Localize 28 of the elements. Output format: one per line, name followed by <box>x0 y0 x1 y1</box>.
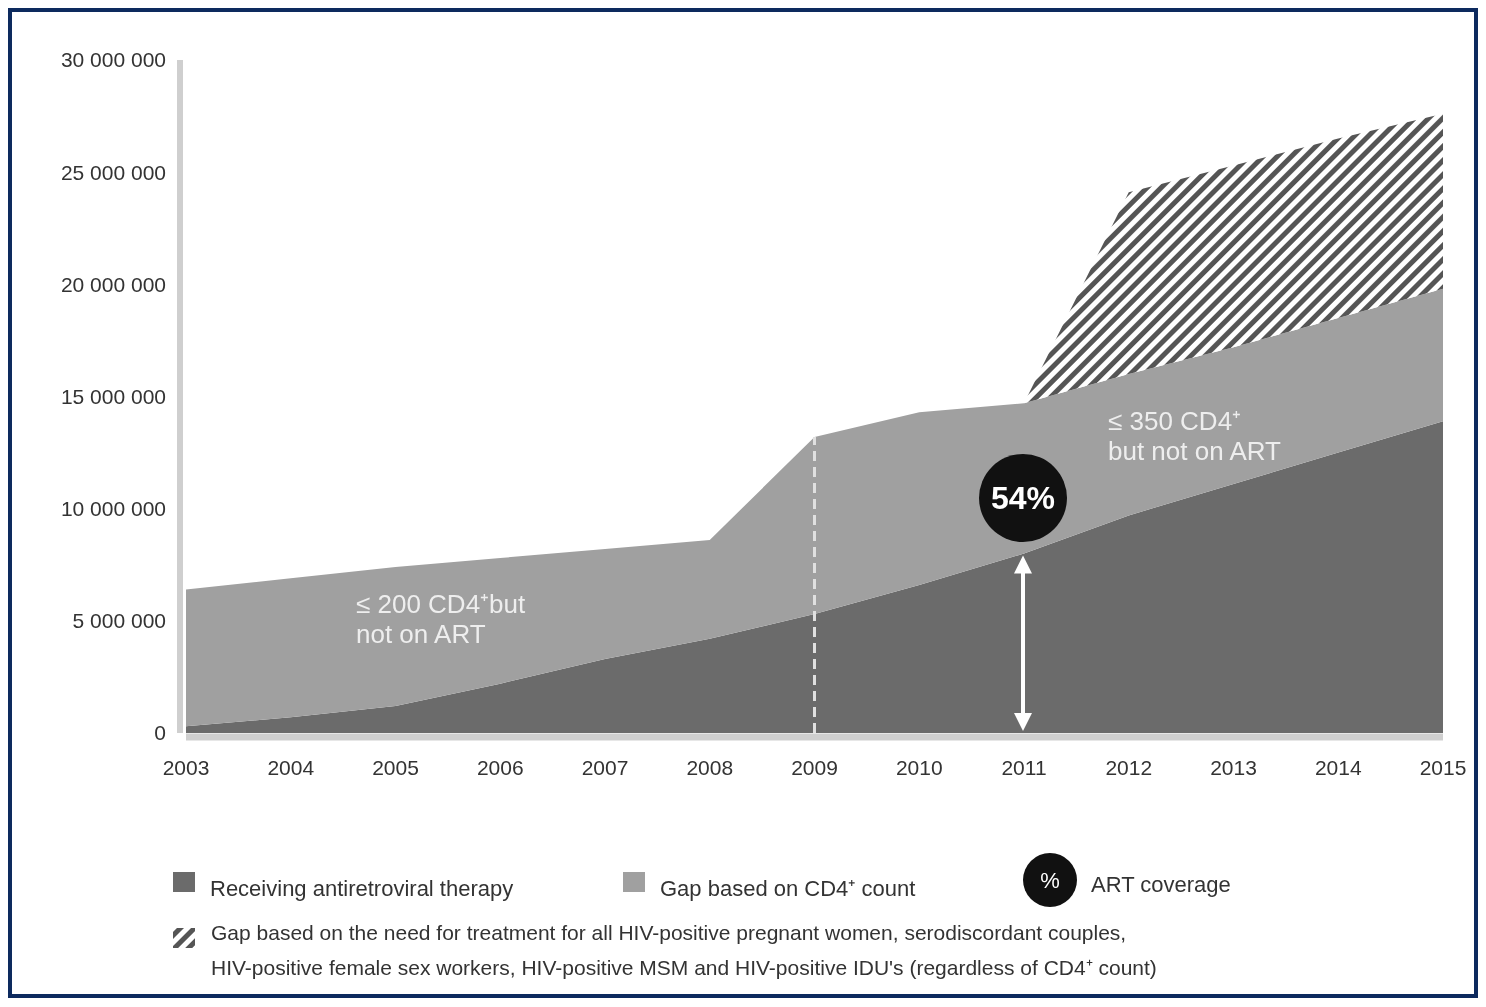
y-tick-label: 5 000 000 <box>72 609 166 633</box>
legend-label: Receiving antiretroviral therapy <box>210 875 514 901</box>
y-tick-label: 30 000 000 <box>60 48 166 72</box>
x-tick-label: 2010 <box>895 756 943 779</box>
y-tick-label: 10 000 000 <box>60 497 166 521</box>
y-tick-label: 0 <box>154 721 166 745</box>
x-tick-label: 2006 <box>476 756 524 779</box>
annotation: 54% <box>990 480 1056 517</box>
text: % <box>1040 867 1060 893</box>
annotation: ≤ 350 CD4⁺ but not on ART <box>1108 406 1282 466</box>
legend-label: Gap based on CD4⁺ count <box>660 875 916 901</box>
x-tick-label: 2012 <box>1105 756 1153 779</box>
x-tick-label: 2004 <box>267 756 315 779</box>
annotation: ≤ 200 CD4⁺but not on ART <box>356 589 527 649</box>
x-tick-label: 2003 <box>162 756 210 779</box>
x-tick-label: 2005 <box>372 756 419 779</box>
text: ART coverage <box>1091 871 1231 897</box>
x-tick-label: 2007 <box>581 756 629 779</box>
x-tick-label: 2011 <box>1001 756 1047 779</box>
y-tick-label: 20 000 000 <box>60 272 166 296</box>
x-tick-label: 2015 <box>1419 756 1467 779</box>
x-tick-label: 2013 <box>1210 756 1257 779</box>
x-tick-label: 2009 <box>791 756 838 779</box>
y-tick-label: 25 000 000 <box>60 160 166 184</box>
y-tick-label: 15 000 000 <box>60 384 166 408</box>
x-tick-label: 2014 <box>1314 756 1362 779</box>
legend-label: Gap based on the need for treatment for all HIV-positive pregnant women, serodiscordant couples, HIV-positive female sex workers, HIV-positive MSM and HIV-positive IDU's (regardless of CD4⁺ count) <box>211 921 1157 979</box>
x-tick-label: 2008 <box>686 756 734 779</box>
